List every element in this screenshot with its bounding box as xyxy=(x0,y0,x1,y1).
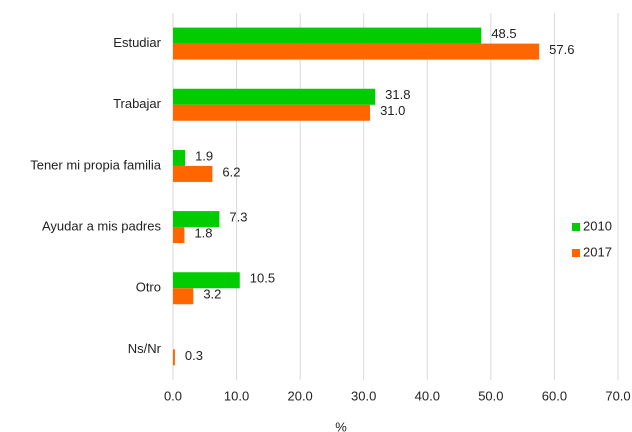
value-label: 0.3 xyxy=(185,348,203,363)
value-label: 1.9 xyxy=(195,148,213,163)
bar xyxy=(173,288,194,305)
x-axis-label: % xyxy=(335,419,347,432)
bar xyxy=(173,43,540,60)
bar xyxy=(173,104,371,121)
x-tick-label: 10.0 xyxy=(224,388,249,403)
legend-label: 2017 xyxy=(583,244,612,259)
x-tick-label: 0.0 xyxy=(164,388,182,403)
value-label: 10.5 xyxy=(250,271,275,286)
bar xyxy=(173,165,213,182)
value-label: 7.3 xyxy=(229,210,247,225)
x-tick-label: 40.0 xyxy=(415,388,440,403)
bar xyxy=(173,211,220,228)
bar xyxy=(173,27,482,44)
x-tick-label: 50.0 xyxy=(478,388,503,403)
bar xyxy=(173,227,185,244)
y-tick-label: Ns/Nr xyxy=(128,341,162,356)
y-tick-label: Ayudar a mis padres xyxy=(42,219,161,234)
x-tick-label: 60.0 xyxy=(542,388,567,403)
value-label: 3.2 xyxy=(203,287,221,302)
x-tick-label: 70.0 xyxy=(605,388,630,403)
bar xyxy=(173,88,376,105)
value-label: 6.2 xyxy=(222,164,240,179)
y-tick-label: Estudiar xyxy=(113,35,161,50)
y-tick-label: Otro xyxy=(136,280,161,295)
x-tick-label: 20.0 xyxy=(287,388,312,403)
legend-swatch xyxy=(572,223,580,231)
value-label: 31.0 xyxy=(380,103,405,118)
value-label: 31.8 xyxy=(385,87,410,102)
y-tick-label: Trabajar xyxy=(113,96,162,111)
legend-label: 2010 xyxy=(583,218,612,233)
bar xyxy=(173,272,240,289)
bar xyxy=(173,149,186,166)
legend-swatch xyxy=(572,249,580,257)
y-tick-label: Tener mi propia familia xyxy=(30,157,162,172)
value-label: 57.6 xyxy=(549,42,574,57)
x-tick-label: 30.0 xyxy=(351,388,376,403)
value-label: 1.8 xyxy=(194,226,212,241)
value-label: 48.5 xyxy=(491,26,516,41)
bar xyxy=(173,349,175,366)
